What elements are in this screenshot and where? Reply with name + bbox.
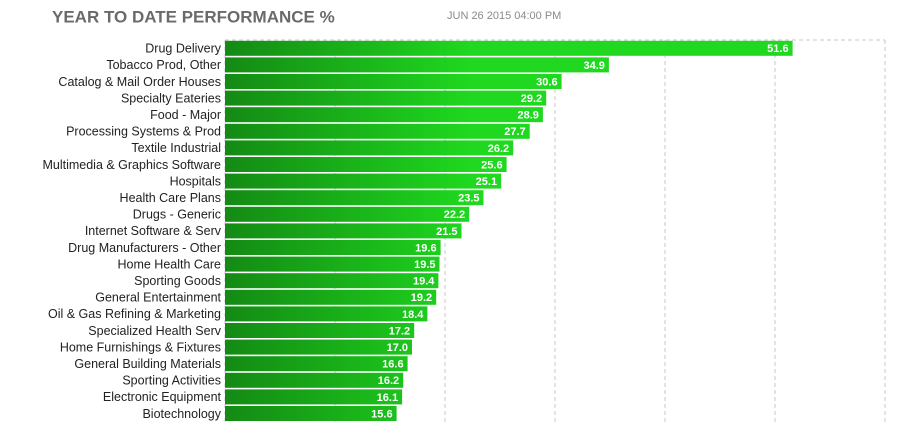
category-label: Specialized Health Serv [88,324,221,338]
category-label: Biotechnology [142,407,221,421]
bar [225,74,562,89]
bar [225,206,470,222]
bar [225,157,507,172]
category-label: Home Furnishings & Fixtures [60,340,221,354]
category-label: Drugs - Generic [133,208,221,222]
value-label: 17.2 [389,325,410,337]
bar [225,289,437,305]
chart-title: YEAR TO DATE PERFORMANCE % [52,7,335,26]
bar [225,339,412,355]
bar [225,273,439,289]
bar [225,356,408,372]
bar [225,40,793,56]
category-label: General Entertainment [95,291,221,305]
bar [225,190,484,206]
category-label: Electronic Equipment [103,390,222,404]
value-label: 18.4 [402,309,424,321]
category-label: Oil & Gas Refining & Marketing [48,307,221,321]
value-label: 19.6 [415,242,436,254]
bar [225,57,609,73]
bar [225,256,440,272]
value-label: 16.1 [377,392,398,404]
category-label: Catalog & Mail Order Houses [58,75,221,89]
category-label: Sporting Goods [134,274,221,288]
category-label: Home Health Care [117,257,221,271]
value-label: 19.4 [413,276,435,288]
value-label: 27.7 [504,126,525,138]
bar [225,306,428,322]
category-label: Specialty Eateries [121,91,221,105]
category-label: Health Care Plans [120,191,221,205]
value-label: 25.1 [476,176,497,188]
bar [225,123,530,139]
value-label: 22.2 [444,209,465,221]
value-label: 19.2 [411,292,432,304]
value-label: 16.6 [382,359,403,371]
value-label: 23.5 [458,193,479,205]
bar [225,140,514,156]
category-label: Drug Manufacturers - Other [68,241,221,255]
bar [225,107,543,123]
value-label: 25.6 [481,159,502,171]
value-label: 21.5 [436,226,457,238]
value-label: 26.2 [488,143,509,155]
value-label: 19.5 [414,259,435,271]
chart-subtitle: JUN 26 2015 04:00 PM [447,10,561,22]
category-label: Textile Industrial [131,141,221,155]
value-label: 30.6 [536,76,557,88]
value-label: 29.2 [521,93,542,105]
bar [225,323,415,338]
bar [225,90,547,106]
category-label: General Building Materials [74,357,221,371]
category-label: Tobacco Prod, Other [106,58,221,72]
category-label: Processing Systems & Prod [66,125,221,139]
category-label: Drug Delivery [145,42,221,56]
bar [225,173,502,189]
category-label: Hospitals [170,174,221,188]
bar [225,223,462,239]
bar [225,372,404,388]
value-label: 17.0 [387,342,408,354]
value-label: 28.9 [517,110,538,122]
category-label: Multimedia & Graphics Software [42,158,221,172]
bar [225,240,441,255]
bar [225,406,397,421]
value-label: 51.6 [767,43,788,55]
value-label: 34.9 [583,60,604,72]
category-label: Sporting Activities [122,374,221,388]
category-label: Internet Software & Serv [85,224,222,238]
bar [225,389,403,405]
value-label: 15.6 [371,408,392,420]
category-label: Food - Major [150,108,221,122]
value-label: 16.2 [378,375,399,387]
